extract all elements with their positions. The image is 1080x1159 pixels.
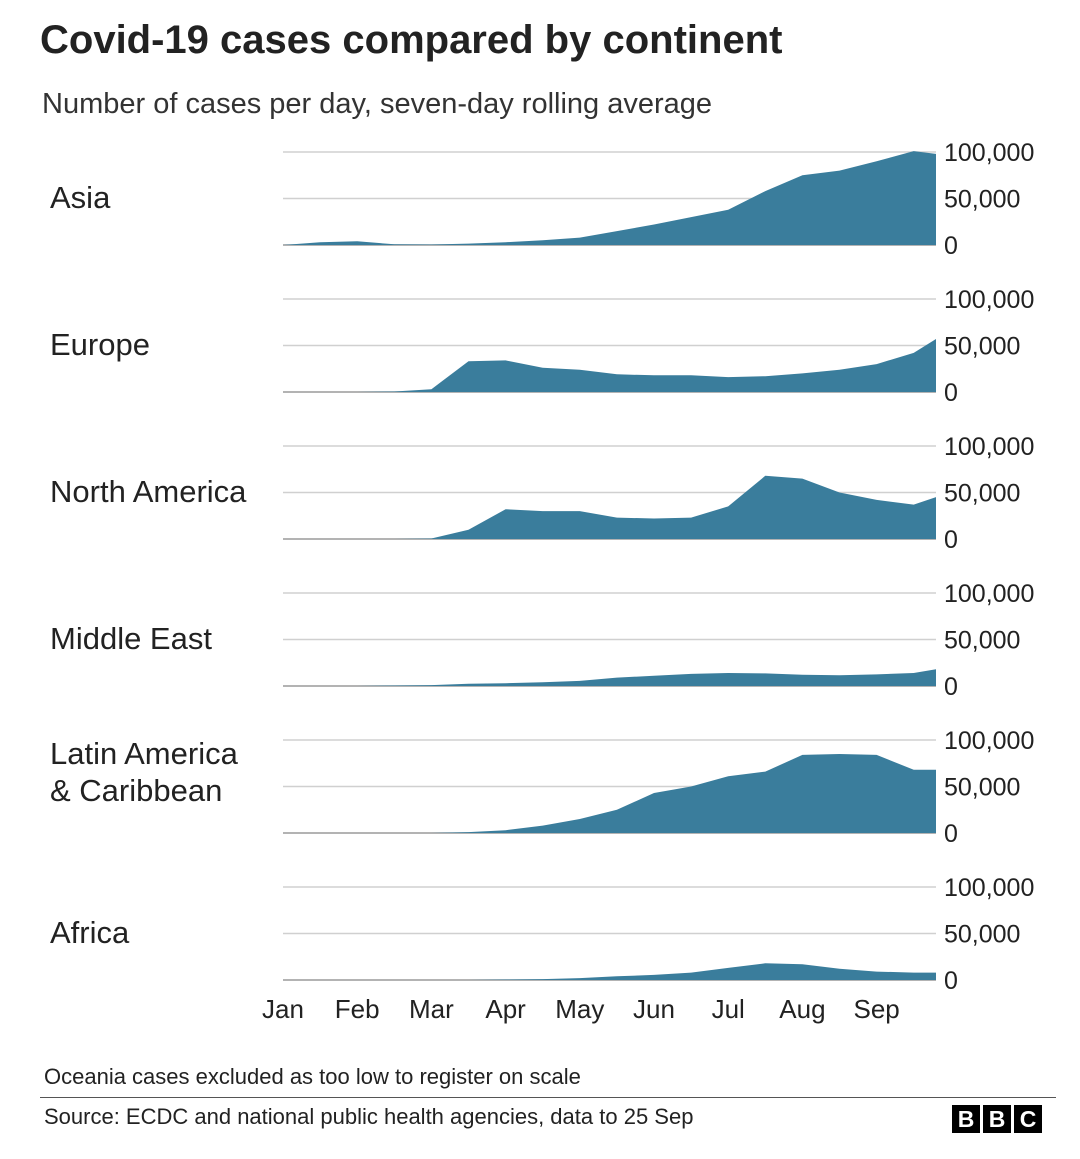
y-tick-label: 50,000 xyxy=(944,333,1020,361)
divider xyxy=(40,1097,1056,1098)
series-label: Middle East xyxy=(50,621,212,656)
chart-subtitle: Number of cases per day, seven-day rolli… xyxy=(42,88,713,120)
area-series xyxy=(283,963,936,980)
panel-africa: 0 50,000 100,000 Africa xyxy=(50,874,1034,995)
x-tick-label: Aug xyxy=(779,994,825,1024)
panel-middle-east: 0 50,000 100,000 Middle East xyxy=(50,580,1034,701)
chart-title: Covid-19 cases compared by continent xyxy=(40,18,783,62)
series-label: Asia xyxy=(50,180,111,215)
panel-europe: 0 50,000 100,000 Europe xyxy=(50,286,1034,407)
y-tick-label: 100,000 xyxy=(944,874,1034,902)
bbc-logo-letter: B xyxy=(983,1105,1011,1133)
series-label: North America xyxy=(50,474,247,509)
y-tick-label: 0 xyxy=(944,820,958,848)
series-label: & Caribbean xyxy=(50,773,222,808)
area-series xyxy=(283,475,936,539)
small-multiples-chart: 0 50,000 100,000 Asia 0 50,000 100,000 Europe 0 5… xyxy=(50,139,1034,1024)
area-series xyxy=(283,151,936,245)
panel-north-america: 0 50,000 100,000 North America xyxy=(50,433,1034,554)
area-series xyxy=(283,754,936,833)
series-label: Africa xyxy=(50,915,130,950)
bbc-logo-letter: C xyxy=(1014,1105,1042,1133)
x-tick-label: Jul xyxy=(712,994,745,1024)
series-label: Latin America xyxy=(50,736,239,771)
x-tick-label: Apr xyxy=(485,994,526,1024)
y-tick-label: 50,000 xyxy=(944,627,1020,655)
y-tick-label: 0 xyxy=(944,379,958,407)
y-tick-label: 50,000 xyxy=(944,921,1020,949)
x-tick-label: May xyxy=(555,994,604,1024)
panel-latin-america-caribbean: 0 50,000 100,000 Latin America& Caribbean xyxy=(50,727,1034,848)
x-tick-label: Jun xyxy=(633,994,675,1024)
y-tick-label: 100,000 xyxy=(944,286,1034,314)
x-tick-label: Sep xyxy=(854,994,900,1024)
x-tick-label: Mar xyxy=(409,994,454,1024)
y-tick-label: 0 xyxy=(944,526,958,554)
y-tick-label: 0 xyxy=(944,967,958,995)
series-label: Europe xyxy=(50,327,150,362)
x-tick-label: Feb xyxy=(335,994,380,1024)
bbc-logo-letter: B xyxy=(952,1105,980,1133)
panel-asia: 0 50,000 100,000 Asia xyxy=(50,139,1034,260)
y-tick-label: 100,000 xyxy=(944,727,1034,755)
y-tick-label: 50,000 xyxy=(944,480,1020,508)
bbc-logo: B B C xyxy=(952,1105,1042,1133)
area-series xyxy=(283,339,936,392)
y-tick-label: 0 xyxy=(944,673,958,701)
source-note: Source: ECDC and national public health … xyxy=(44,1104,694,1129)
y-tick-label: 50,000 xyxy=(944,186,1020,214)
area-series xyxy=(283,669,936,686)
y-tick-label: 0 xyxy=(944,232,958,260)
y-tick-label: 100,000 xyxy=(944,433,1034,461)
y-tick-label: 50,000 xyxy=(944,774,1020,802)
y-tick-label: 100,000 xyxy=(944,139,1034,167)
footnote: Oceania cases excluded as too low to reg… xyxy=(44,1064,581,1089)
y-tick-label: 100,000 xyxy=(944,580,1034,608)
x-tick-label: Jan xyxy=(262,994,304,1024)
